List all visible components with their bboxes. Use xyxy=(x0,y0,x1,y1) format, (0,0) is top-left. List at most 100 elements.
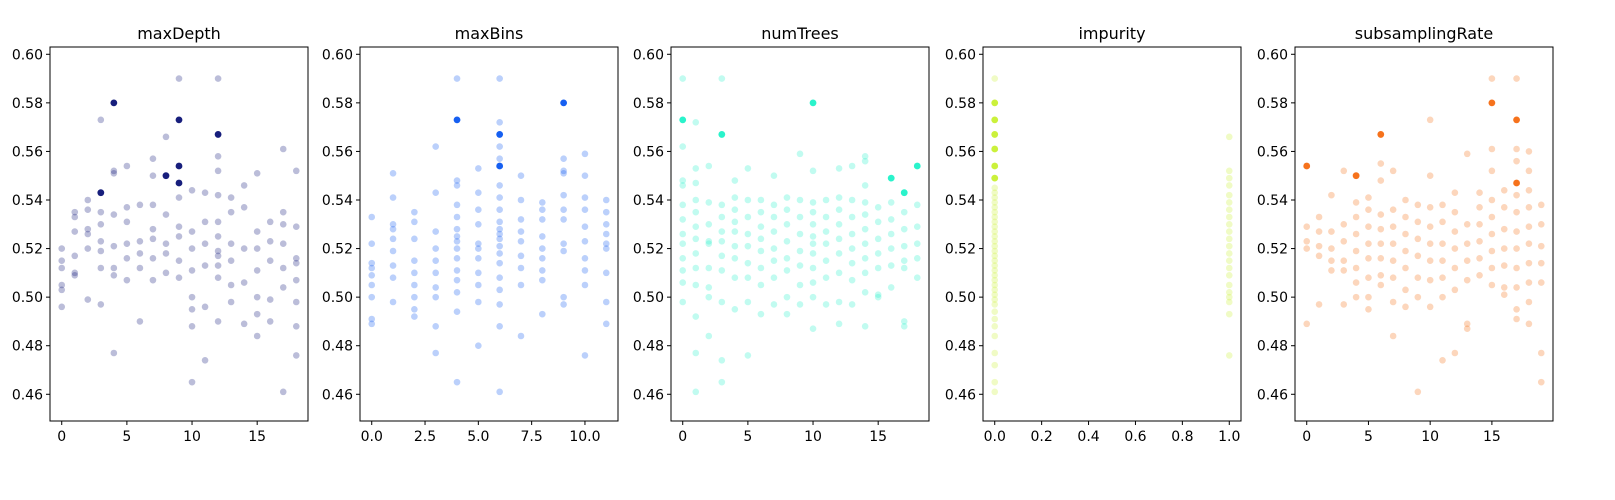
data-point xyxy=(874,250,882,257)
data-point xyxy=(136,318,144,325)
data-point xyxy=(770,274,778,282)
data-point xyxy=(991,228,999,235)
data-point xyxy=(822,213,830,221)
data-point xyxy=(783,194,791,201)
data-point xyxy=(848,213,856,221)
data-point xyxy=(240,182,248,189)
data-point xyxy=(705,199,713,206)
data-point xyxy=(560,247,567,255)
data-point xyxy=(453,308,461,316)
data-point xyxy=(496,182,503,189)
data-point xyxy=(1389,257,1397,265)
data-point xyxy=(1463,257,1471,265)
data-point xyxy=(718,267,726,274)
data-point xyxy=(496,206,503,214)
data-point xyxy=(1451,264,1459,272)
data-point xyxy=(991,286,999,294)
data-point xyxy=(1414,218,1422,226)
data-point xyxy=(453,267,461,274)
panel-title: maxDepth xyxy=(137,24,221,43)
data-point xyxy=(110,271,118,279)
data-point xyxy=(1537,279,1545,286)
data-point xyxy=(770,172,778,180)
axes-frame xyxy=(1294,46,1554,422)
data-point xyxy=(991,233,999,240)
y-tick-label: 0.46 xyxy=(633,387,664,403)
data-point xyxy=(214,152,222,160)
data-point xyxy=(770,245,778,252)
data-point xyxy=(848,162,856,170)
data-point xyxy=(1525,186,1533,194)
data-point xyxy=(1451,189,1459,197)
data-point xyxy=(496,194,503,201)
data-point xyxy=(718,228,726,235)
data-point xyxy=(1426,172,1434,180)
data-point xyxy=(266,296,274,303)
data-point xyxy=(432,293,439,301)
data-point xyxy=(475,240,482,248)
data-point xyxy=(581,352,589,359)
data-point xyxy=(718,252,726,260)
data-point xyxy=(991,276,999,284)
data-point xyxy=(757,196,765,204)
data-point xyxy=(1439,240,1446,248)
data-point xyxy=(705,284,713,291)
data-point xyxy=(1488,264,1496,272)
data-point xyxy=(1225,242,1233,250)
y-tick-label: 0.46 xyxy=(945,387,976,403)
data-point xyxy=(475,165,482,172)
data-point xyxy=(292,167,300,175)
data-point xyxy=(475,189,482,197)
data-point xyxy=(692,388,700,396)
data-point xyxy=(1513,157,1520,165)
data-point xyxy=(1463,150,1471,158)
data-point xyxy=(389,247,397,255)
data-point xyxy=(475,220,482,228)
data-point xyxy=(1389,167,1397,175)
data-point xyxy=(214,75,222,82)
data-point xyxy=(874,293,882,301)
data-point xyxy=(496,322,503,330)
data-point xyxy=(991,388,999,396)
data-point xyxy=(809,199,817,206)
highlight-point xyxy=(110,99,118,107)
data-point xyxy=(1476,203,1483,211)
data-point xyxy=(1525,279,1533,286)
data-point xyxy=(602,208,610,216)
data-point xyxy=(1402,286,1409,294)
data-point xyxy=(214,167,222,175)
data-point xyxy=(718,378,726,386)
data-point xyxy=(253,245,261,252)
data-point xyxy=(175,194,183,201)
highlight-point xyxy=(1488,99,1496,107)
data-point xyxy=(602,220,610,228)
data-point xyxy=(809,167,817,175)
data-point xyxy=(292,298,300,306)
data-point xyxy=(1463,276,1471,284)
data-point xyxy=(809,279,817,286)
y-tick-label: 0.48 xyxy=(12,339,43,355)
data-point xyxy=(266,218,274,226)
data-point xyxy=(1365,206,1372,214)
data-point xyxy=(411,257,418,265)
x-tick-label: 1.0 xyxy=(1218,429,1240,445)
data-point xyxy=(1225,288,1233,296)
data-point xyxy=(1225,281,1233,289)
data-point xyxy=(240,203,248,211)
data-point xyxy=(432,349,439,357)
data-point xyxy=(496,388,503,396)
data-point xyxy=(496,155,503,163)
data-point xyxy=(991,242,999,250)
x-tick-label: 0.8 xyxy=(1171,429,1193,445)
y-tick-label: 0.54 xyxy=(322,193,353,209)
data-point xyxy=(453,378,461,386)
data-point xyxy=(453,254,461,262)
data-point xyxy=(835,320,843,328)
data-point xyxy=(705,332,713,340)
data-point xyxy=(809,220,817,228)
data-point xyxy=(1315,213,1323,221)
data-point xyxy=(679,182,687,189)
data-point xyxy=(1328,257,1335,265)
data-point xyxy=(1537,259,1545,267)
y-tick-label: 0.58 xyxy=(945,96,976,112)
